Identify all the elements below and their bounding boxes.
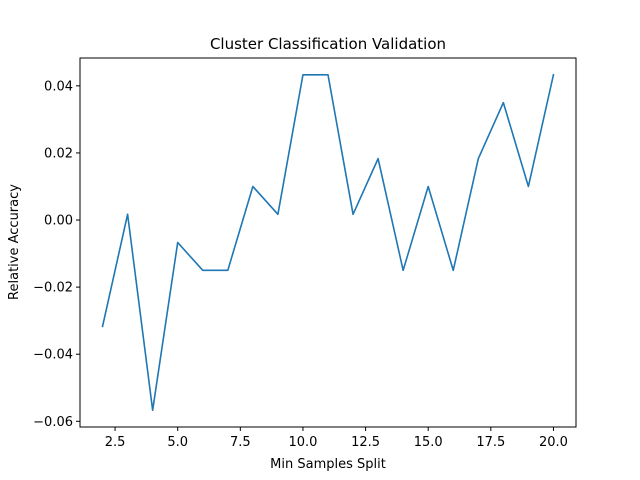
series-line [101, 73, 555, 412]
x-tick-label: 10.0 [288, 435, 317, 450]
y-tick-label: −0.02 [33, 281, 73, 296]
x-axis-label: Min Samples Split [270, 457, 386, 472]
x-tick-label: 5.0 [167, 435, 188, 450]
series-layer [101, 73, 555, 412]
y-tick-label: −0.04 [33, 348, 73, 363]
y-tick-label: −0.06 [33, 415, 73, 430]
y-tick-label: 0.04 [44, 79, 73, 94]
y-tick-label: 0.00 [44, 214, 73, 229]
x-axis-ticks: 2.5 5.0 7.5 10.0 12.5 15.0 17.5 20.0 [105, 427, 568, 450]
chart-title: Cluster Classification Validation [210, 35, 446, 53]
x-tick-label: 7.5 [230, 435, 251, 450]
y-tick-label: 0.02 [44, 146, 73, 161]
x-tick-label: 17.5 [476, 435, 505, 450]
x-tick-label: 12.5 [351, 435, 380, 450]
x-tick-label: 15.0 [414, 435, 443, 450]
y-axis-ticks: −0.06 −0.04 −0.02 0.00 0.02 0.04 [33, 79, 80, 430]
plot-frame [79, 57, 577, 428]
x-tick-label: 20.0 [539, 435, 568, 450]
y-axis-label: Relative Accuracy [7, 184, 22, 300]
x-tick-label: 2.5 [105, 435, 126, 450]
